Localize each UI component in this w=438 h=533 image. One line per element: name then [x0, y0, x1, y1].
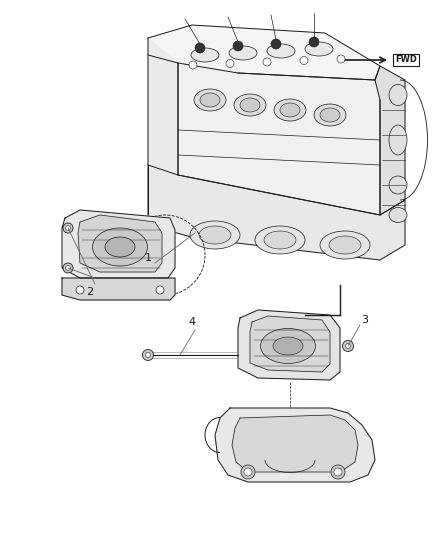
Ellipse shape [320, 108, 340, 122]
Text: 1: 1 [145, 253, 152, 263]
Circle shape [226, 60, 234, 68]
Ellipse shape [274, 99, 306, 121]
Circle shape [244, 468, 252, 476]
Ellipse shape [191, 48, 219, 62]
Circle shape [331, 465, 345, 479]
Ellipse shape [261, 328, 315, 364]
Circle shape [271, 39, 281, 49]
Ellipse shape [199, 226, 231, 244]
Circle shape [66, 265, 71, 271]
Ellipse shape [389, 176, 407, 194]
Circle shape [309, 37, 319, 47]
Text: 2: 2 [86, 287, 94, 297]
Ellipse shape [255, 226, 305, 254]
Text: 4: 4 [188, 317, 195, 327]
Ellipse shape [200, 93, 220, 107]
Polygon shape [232, 415, 358, 472]
Ellipse shape [240, 98, 260, 112]
Ellipse shape [92, 228, 148, 266]
Circle shape [156, 286, 164, 294]
Ellipse shape [320, 231, 370, 259]
Circle shape [337, 55, 345, 63]
Circle shape [142, 350, 153, 360]
Circle shape [145, 352, 151, 358]
Polygon shape [250, 316, 330, 372]
Polygon shape [62, 210, 175, 278]
Ellipse shape [280, 103, 300, 117]
Ellipse shape [194, 89, 226, 111]
Ellipse shape [273, 337, 303, 355]
Polygon shape [148, 38, 178, 175]
Polygon shape [148, 165, 405, 260]
Ellipse shape [389, 125, 407, 155]
Polygon shape [62, 278, 175, 300]
Circle shape [66, 225, 71, 230]
Circle shape [300, 56, 308, 64]
Text: 3: 3 [361, 315, 368, 325]
Circle shape [189, 61, 197, 69]
Ellipse shape [389, 85, 407, 106]
Ellipse shape [234, 94, 266, 116]
Circle shape [233, 41, 243, 51]
Circle shape [195, 43, 205, 53]
Ellipse shape [190, 221, 240, 249]
Circle shape [346, 343, 350, 349]
Polygon shape [78, 215, 162, 272]
Polygon shape [178, 63, 380, 215]
Ellipse shape [105, 237, 135, 257]
Text: FWD: FWD [395, 55, 417, 64]
Circle shape [63, 223, 73, 233]
Ellipse shape [264, 231, 296, 249]
Ellipse shape [389, 207, 407, 222]
Circle shape [334, 468, 342, 476]
Polygon shape [375, 66, 405, 215]
Circle shape [63, 263, 73, 273]
Polygon shape [238, 310, 340, 380]
Circle shape [241, 465, 255, 479]
Polygon shape [215, 408, 375, 482]
Ellipse shape [229, 46, 257, 60]
Ellipse shape [305, 42, 333, 56]
Ellipse shape [329, 236, 361, 254]
Ellipse shape [267, 44, 295, 58]
Polygon shape [148, 25, 380, 80]
Circle shape [263, 58, 271, 66]
Circle shape [76, 286, 84, 294]
Circle shape [343, 341, 353, 351]
Ellipse shape [314, 104, 346, 126]
